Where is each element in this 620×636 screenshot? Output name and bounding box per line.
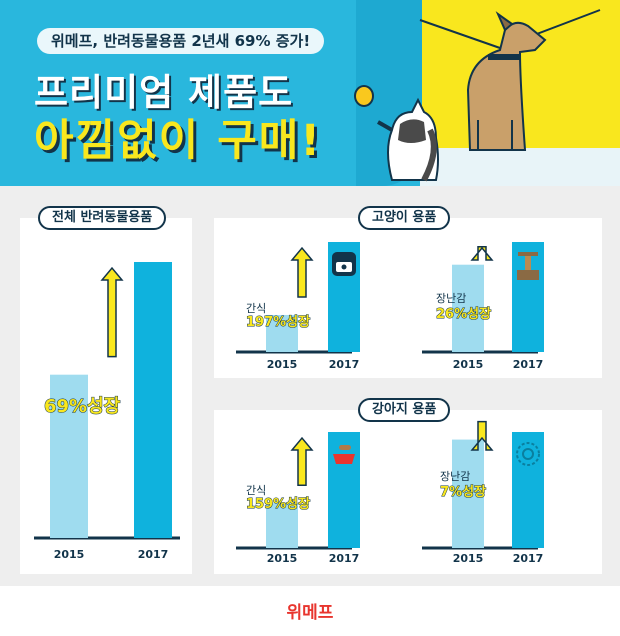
- tick-label-2015: 2015: [54, 548, 85, 561]
- chart-subtitle: 장난감: [436, 292, 466, 305]
- panel-dog-title: 강아지 용품: [358, 398, 451, 422]
- hero-banner: 위메프, 반려동물용품 2년새 69% 증가! 프리미엄 제품도 아낌없이 구매…: [0, 0, 620, 186]
- wemakeprice-logo: 위메프: [286, 603, 334, 623]
- cat-food-can-icon: [332, 252, 356, 276]
- tick-label-2017: 2017: [329, 552, 360, 565]
- bar-2017: [328, 432, 360, 548]
- tick-label-2015: 2015: [267, 358, 298, 371]
- tick-label-2017: 2017: [513, 358, 544, 371]
- panel-total-title: 전체 반려동물용품: [38, 206, 167, 230]
- tick-label-2015: 2015: [267, 552, 298, 565]
- growth-arrow-icon: [470, 245, 494, 261]
- growth-arrow-icon: [290, 246, 314, 298]
- growth-percent: 26%: [436, 307, 467, 322]
- growth-label: 성장: [286, 314, 310, 330]
- bar-2015: [266, 503, 298, 548]
- tick-label-2015: 2015: [453, 552, 484, 565]
- bone: [339, 445, 351, 450]
- growth-arrow-icon: [100, 266, 124, 358]
- growth-annotation: 159%성장: [246, 496, 310, 512]
- tower-base: [517, 270, 539, 280]
- tick-label-2017: 2017: [513, 552, 544, 565]
- tick-label-2017: 2017: [329, 358, 360, 371]
- bowl: [333, 454, 355, 464]
- growth-annotation: 26%성장: [436, 306, 491, 322]
- chart-subtitle: 간식: [246, 484, 266, 497]
- cat-tower-icon: [517, 252, 539, 280]
- ball-core: [522, 448, 534, 460]
- bar-2015: [50, 374, 88, 538]
- pets-illustration: [354, 9, 601, 182]
- tower-post: [525, 256, 531, 270]
- bar-2015: [266, 314, 298, 352]
- bar-2015: [452, 439, 484, 548]
- chart-subtitle: 간식: [246, 302, 266, 315]
- tagline-badge: 위메프, 반려동물용품 2년새 69% 증가!: [37, 28, 325, 54]
- growth-label: 성장: [286, 496, 310, 512]
- hero-title-line2: 아낌없이 구매!: [34, 116, 322, 166]
- growth-percent: 69%: [44, 396, 87, 417]
- growth-label: 성장: [462, 484, 486, 500]
- bar-2017: [134, 262, 172, 538]
- growth-arrow-icon: [290, 436, 314, 486]
- growth-arrow-icon: [470, 420, 494, 451]
- growth-label: 성장: [467, 306, 491, 322]
- growth-annotation: 197%성장: [246, 314, 310, 330]
- paw-print: [341, 264, 347, 270]
- growth-percent: 7%: [440, 485, 462, 500]
- growth-annotation: 7%성장: [440, 484, 486, 500]
- ball: [516, 442, 540, 466]
- tick-label-2015: 2015: [453, 358, 484, 371]
- dog-bowl-icon: [333, 445, 355, 464]
- growth-annotation: 69%성장: [44, 396, 121, 417]
- panel-cat-title: 고양이 용품: [358, 206, 451, 230]
- hero-title-line1: 프리미엄 제품도: [34, 71, 294, 114]
- tick-label-2017: 2017: [138, 548, 169, 561]
- growth-percent: 159%: [246, 497, 286, 512]
- window-ledge: [420, 148, 620, 186]
- chart-subtitle: 장난감: [440, 470, 470, 483]
- growth-label: 성장: [87, 396, 121, 417]
- tower-top: [518, 252, 538, 256]
- toy-ball-icon: [516, 442, 540, 466]
- growth-percent: 197%: [246, 315, 286, 330]
- bar-2015: [452, 264, 484, 352]
